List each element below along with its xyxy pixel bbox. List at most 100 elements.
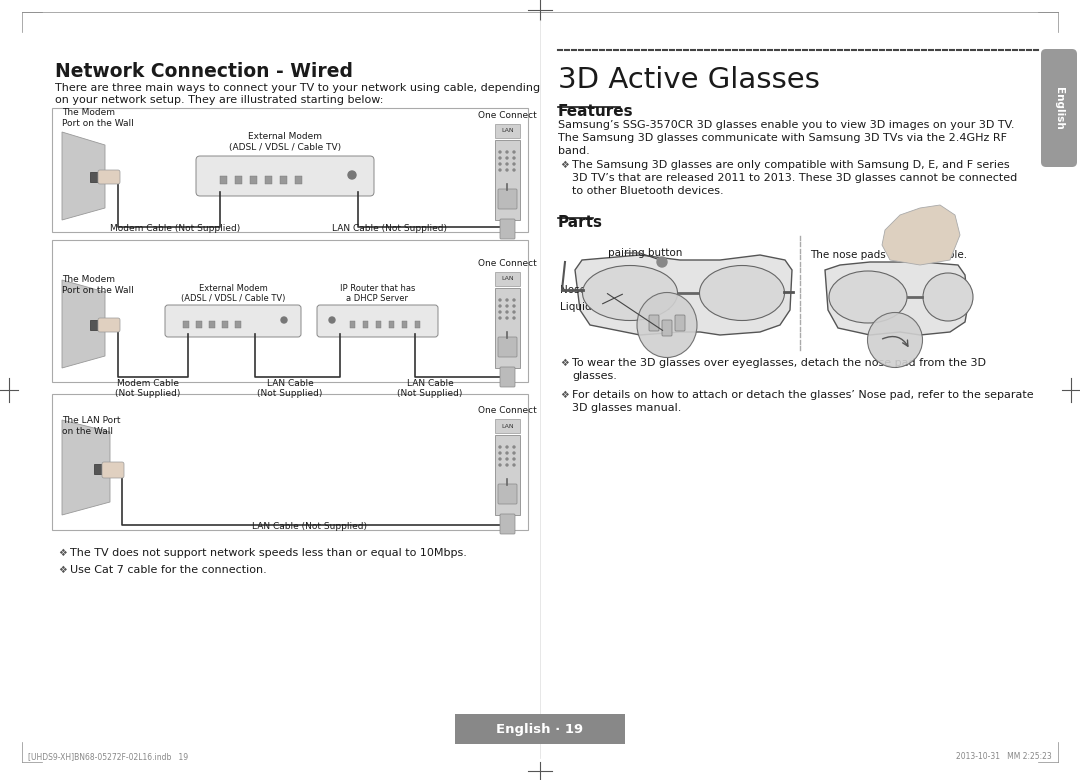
FancyBboxPatch shape <box>195 156 374 196</box>
Bar <box>495 288 519 368</box>
Circle shape <box>513 305 515 307</box>
FancyBboxPatch shape <box>500 219 515 239</box>
Circle shape <box>499 317 501 319</box>
Bar <box>265 176 272 184</box>
Ellipse shape <box>829 271 907 323</box>
FancyBboxPatch shape <box>498 189 517 209</box>
Circle shape <box>507 305 508 307</box>
Text: To wear the 3D glasses over eyeglasses, detach the nose pad from the 3D: To wear the 3D glasses over eyeglasses, … <box>572 358 986 368</box>
Bar <box>222 321 228 328</box>
Text: Samsung’s SSG-3570CR 3D glasses enable you to view 3D images on your 3D TV.: Samsung’s SSG-3570CR 3D glasses enable y… <box>558 120 1014 130</box>
FancyBboxPatch shape <box>662 320 672 336</box>
Text: The Modem
Port on the Wall: The Modem Port on the Wall <box>62 275 134 295</box>
Text: LAN Cable (Not Supplied): LAN Cable (Not Supplied) <box>333 224 447 233</box>
Text: ❖: ❖ <box>561 358 569 368</box>
Text: LAN: LAN <box>501 276 514 282</box>
FancyBboxPatch shape <box>498 337 517 357</box>
Polygon shape <box>62 280 105 368</box>
FancyBboxPatch shape <box>500 367 515 387</box>
Bar <box>52 394 528 530</box>
Circle shape <box>507 163 508 165</box>
Circle shape <box>499 311 501 313</box>
Text: ❖: ❖ <box>561 160 569 170</box>
Text: Nose pad: Nose pad <box>561 285 609 295</box>
FancyBboxPatch shape <box>675 315 685 331</box>
Circle shape <box>513 157 515 159</box>
Text: ❖: ❖ <box>58 565 67 575</box>
Circle shape <box>499 305 501 307</box>
Ellipse shape <box>867 313 922 367</box>
Bar <box>495 419 519 433</box>
FancyBboxPatch shape <box>1041 49 1077 167</box>
Circle shape <box>499 157 501 159</box>
Bar <box>94 464 106 474</box>
Text: to other Bluetooth devices.: to other Bluetooth devices. <box>572 186 724 196</box>
Bar <box>376 321 381 328</box>
Text: External Modem
(ADSL / VDSL / Cable TV): External Modem (ADSL / VDSL / Cable TV) <box>180 284 285 303</box>
Polygon shape <box>575 255 792 335</box>
Circle shape <box>507 151 508 153</box>
Text: The nose pads are adjustable.: The nose pads are adjustable. <box>810 250 967 260</box>
Circle shape <box>507 446 508 448</box>
Text: English: English <box>1054 87 1064 129</box>
Text: The Samsung 3D glasses communicate with Samsung 3D TVs via the 2.4GHz RF: The Samsung 3D glasses communicate with … <box>558 133 1007 143</box>
Bar <box>402 321 407 328</box>
Text: LAN Cable
(Not Supplied): LAN Cable (Not Supplied) <box>397 379 462 399</box>
Circle shape <box>513 163 515 165</box>
Circle shape <box>513 458 515 460</box>
Circle shape <box>513 299 515 301</box>
Text: LAN: LAN <box>501 129 514 133</box>
FancyBboxPatch shape <box>98 318 120 332</box>
Text: 3D TV’s that are released 2011 to 2013. These 3D glasses cannot be connected: 3D TV’s that are released 2011 to 2013. … <box>572 173 1017 183</box>
Circle shape <box>499 299 501 301</box>
FancyBboxPatch shape <box>500 514 515 534</box>
Bar <box>220 176 227 184</box>
Text: [UHDS9-XH]BN68-05272F-02L16.indb   19: [UHDS9-XH]BN68-05272F-02L16.indb 19 <box>28 752 188 761</box>
Bar <box>210 321 215 328</box>
Text: Features: Features <box>558 104 634 119</box>
Circle shape <box>507 452 508 454</box>
Text: LAN Cable (Not Supplied): LAN Cable (Not Supplied) <box>253 522 367 531</box>
Circle shape <box>507 458 508 460</box>
Circle shape <box>499 452 501 454</box>
Circle shape <box>499 458 501 460</box>
Circle shape <box>507 299 508 301</box>
Polygon shape <box>825 262 968 335</box>
Text: The TV does not support network speeds less than or equal to 10Mbps.: The TV does not support network speeds l… <box>70 548 467 558</box>
Bar <box>295 176 302 184</box>
Bar <box>495 435 519 515</box>
Text: One Connect: One Connect <box>478 406 537 415</box>
Polygon shape <box>62 132 105 220</box>
Circle shape <box>499 446 501 448</box>
Text: Modem Cable
(Not Supplied): Modem Cable (Not Supplied) <box>116 379 180 399</box>
FancyBboxPatch shape <box>498 484 517 504</box>
Text: One Connect: One Connect <box>478 259 537 268</box>
Bar <box>495 272 519 286</box>
Bar <box>495 140 519 220</box>
Bar <box>415 321 420 328</box>
Ellipse shape <box>700 265 784 321</box>
Circle shape <box>513 464 515 466</box>
Text: One Connect: One Connect <box>478 111 537 120</box>
Text: The Samsung 3D glasses are only compatible with Samsung D, E, and F series: The Samsung 3D glasses are only compatib… <box>572 160 1010 170</box>
Text: ❖: ❖ <box>561 390 569 400</box>
Polygon shape <box>882 205 960 265</box>
Ellipse shape <box>582 265 677 321</box>
Text: on your network setup. They are illustrated starting below:: on your network setup. They are illustra… <box>55 95 383 105</box>
FancyBboxPatch shape <box>649 315 659 331</box>
Text: 3D Active Glasses: 3D Active Glasses <box>558 66 820 94</box>
Text: There are three main ways to connect your TV to your network using cable, depend: There are three main ways to connect you… <box>55 83 540 93</box>
Text: LAN: LAN <box>501 424 514 428</box>
Text: band.: band. <box>558 146 590 156</box>
Circle shape <box>507 169 508 171</box>
Circle shape <box>507 317 508 319</box>
Bar <box>363 321 368 328</box>
Circle shape <box>657 257 667 267</box>
Text: Parts: Parts <box>558 215 603 230</box>
Circle shape <box>348 171 356 179</box>
Text: External Modem
(ADSL / VDSL / Cable TV): External Modem (ADSL / VDSL / Cable TV) <box>229 132 341 152</box>
Circle shape <box>507 157 508 159</box>
Text: pairing button: pairing button <box>608 248 683 258</box>
Bar <box>195 321 202 328</box>
Bar <box>52 108 528 232</box>
